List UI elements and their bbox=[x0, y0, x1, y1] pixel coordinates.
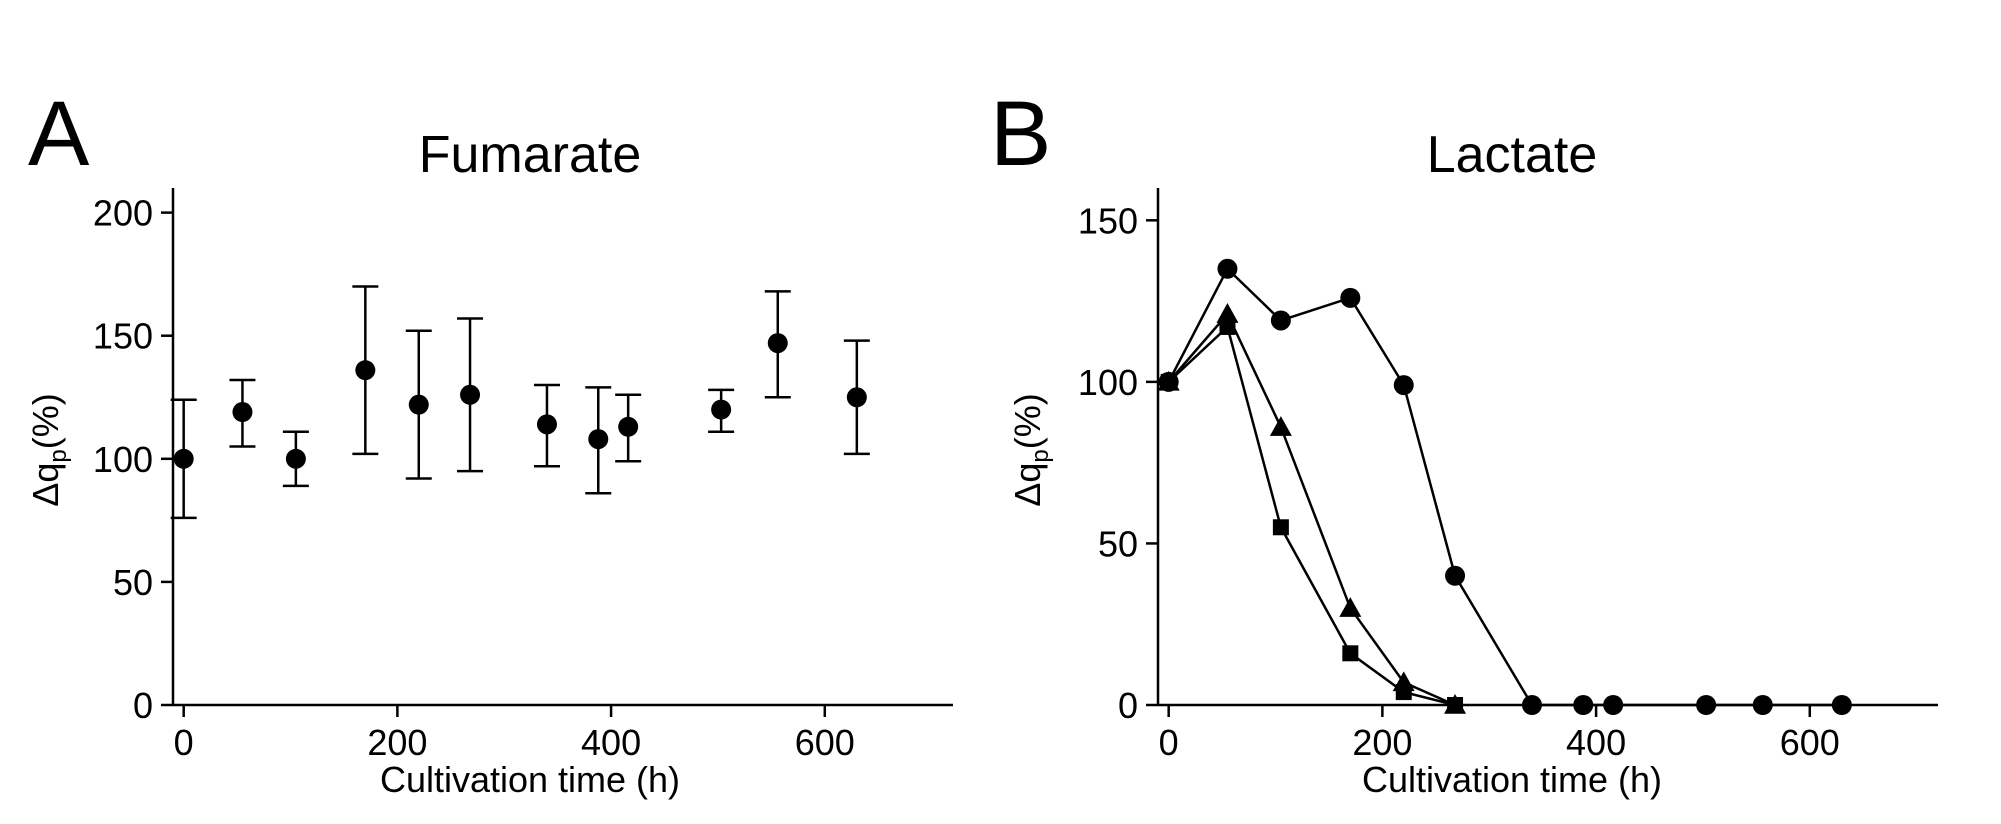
data-point-lactate-circle-9 bbox=[1696, 695, 1717, 715]
chart-title-fumarate: Fumarate bbox=[419, 126, 642, 184]
x-tick-label-lactate-400: 400 bbox=[1566, 722, 1626, 763]
y-axis-label-subscript: p bbox=[1027, 449, 1054, 462]
y-axis-label-main: Δq bbox=[25, 463, 66, 507]
data-point-lactate-circle-1 bbox=[1217, 258, 1238, 279]
data-point-lactate-triangle-2 bbox=[1269, 416, 1292, 436]
data-point-fumarate-circle-6 bbox=[536, 414, 557, 435]
y-tick-label-lactate-150: 150 bbox=[1078, 200, 1138, 241]
data-point-lactate-circle-10 bbox=[1752, 695, 1773, 715]
x-tick-label-fumarate-200: 200 bbox=[367, 722, 427, 763]
data-point-lactate-circle-4 bbox=[1393, 375, 1414, 396]
series-line-lactate-triangle bbox=[1167, 311, 1456, 707]
data-point-lactate-triangle-3 bbox=[1339, 597, 1362, 617]
x-tick-label-lactate-200: 200 bbox=[1352, 722, 1412, 763]
y-tick-label-fumarate-150: 150 bbox=[93, 316, 153, 357]
panel-letter-b: B bbox=[990, 83, 1051, 185]
data-point-fumarate-circle-8 bbox=[618, 416, 639, 437]
data-point-lactate-triangle-1 bbox=[1216, 303, 1239, 323]
x-tick-label-fumarate-600: 600 bbox=[795, 722, 855, 763]
data-point-lactate-square-4 bbox=[1395, 684, 1412, 701]
data-point-lactate-square-5 bbox=[1447, 697, 1464, 713]
data-point-lactate-square-2 bbox=[1272, 519, 1289, 536]
x-axis-label-lactate: Cultivation time (h) bbox=[1362, 759, 1662, 800]
data-point-fumarate-circle-9 bbox=[711, 399, 732, 420]
data-point-fumarate-circle-11 bbox=[846, 387, 867, 408]
y-axis-label-subscript: p bbox=[45, 449, 72, 462]
y-tick-label-fumarate-200: 200 bbox=[93, 193, 153, 234]
data-point-fumarate-circle-4 bbox=[408, 394, 429, 415]
data-point-lactate-circle-7 bbox=[1573, 695, 1594, 715]
data-point-fumarate-circle-7 bbox=[588, 429, 609, 450]
y-axis-label-main: Δq bbox=[1007, 463, 1048, 507]
plot-area-fumarate: 0 200 400 600 0 50 100 150 200 bbox=[93, 188, 953, 763]
y-tick-label-fumarate-50: 50 bbox=[113, 562, 153, 603]
data-point-fumarate-circle-1 bbox=[232, 402, 253, 423]
series-fumarate-circle bbox=[170, 285, 870, 520]
series-lactate-triangle bbox=[1157, 303, 1467, 714]
panel-a: A Fumarate 0 200 400 600 0 50 100 150 200 Cultiv… bbox=[25, 83, 953, 800]
x-tick-label-fumarate-0: 0 bbox=[174, 722, 194, 763]
data-point-lactate-square-0 bbox=[1160, 373, 1177, 390]
data-point-fumarate-circle-2 bbox=[285, 448, 306, 469]
y-tick-label-fumarate-100: 100 bbox=[93, 439, 153, 480]
y-axis-label-lactate: Δqp(%) bbox=[1007, 393, 1054, 506]
data-point-fumarate-circle-3 bbox=[355, 360, 376, 381]
series-lactate-circle bbox=[1158, 258, 1852, 715]
series-line-lactate-square bbox=[1167, 324, 1456, 707]
x-tick-label-lactate-0: 0 bbox=[1159, 722, 1179, 763]
data-point-lactate-circle-3 bbox=[1340, 287, 1361, 308]
data-point-lactate-square-3 bbox=[1342, 645, 1359, 662]
data-point-lactate-circle-11 bbox=[1831, 695, 1852, 715]
plot-area-lactate: 0 200 400 600 0 50 100 150 bbox=[1078, 188, 1938, 763]
data-point-lactate-circle-6 bbox=[1521, 695, 1542, 715]
data-point-lactate-circle-5 bbox=[1445, 565, 1466, 586]
data-point-lactate-circle-2 bbox=[1270, 310, 1291, 331]
data-point-fumarate-circle-0 bbox=[173, 448, 194, 469]
x-tick-label-fumarate-400: 400 bbox=[581, 722, 641, 763]
x-tick-label-lactate-600: 600 bbox=[1780, 722, 1840, 763]
y-axis-label-fumarate: Δqp(%) bbox=[25, 393, 72, 506]
data-point-fumarate-circle-5 bbox=[460, 384, 481, 405]
y-tick-label-lactate-0: 0 bbox=[1118, 685, 1138, 726]
x-axis-label-fumarate: Cultivation time (h) bbox=[380, 759, 680, 800]
panel-letter-a: A bbox=[28, 83, 90, 185]
y-axis-label-suffix: (%) bbox=[1007, 393, 1048, 449]
chart-title-lactate: Lactate bbox=[1427, 126, 1598, 184]
data-point-lactate-square-1 bbox=[1219, 318, 1236, 335]
y-axis-label-suffix: (%) bbox=[25, 393, 66, 449]
y-tick-label-lactate-100: 100 bbox=[1078, 362, 1138, 403]
y-tick-label-lactate-50: 50 bbox=[1098, 523, 1138, 564]
data-point-lactate-circle-8 bbox=[1603, 695, 1624, 715]
panel-b: B Lactate 0 200 400 600 0 50 100 150 Cultivatio… bbox=[990, 83, 1938, 800]
series-lactate-square bbox=[1160, 318, 1464, 713]
y-tick-label-fumarate-0: 0 bbox=[133, 685, 153, 726]
data-point-fumarate-circle-10 bbox=[767, 333, 788, 354]
